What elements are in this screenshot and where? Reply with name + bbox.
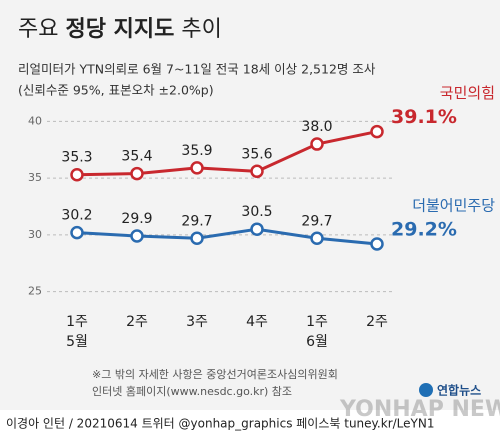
x-tick-label: 3주 <box>186 314 208 330</box>
credit-band <box>0 410 500 436</box>
point <box>130 166 144 181</box>
point <box>370 124 384 139</box>
y-tick-label: 25 <box>28 285 42 298</box>
point <box>70 225 84 240</box>
title-part: 정당 지지도 <box>65 17 174 42</box>
point <box>310 137 324 151</box>
value-label: 38.0 <box>301 119 332 135</box>
watermark: YONHAP NEWS <box>339 397 500 422</box>
subtitle: (신뢰수준 95%, 표본오차 ±2.0%p) <box>18 83 214 98</box>
series-line <box>76 227 378 246</box>
chart-title: 주요 정당 지지도 추이 <box>18 17 222 42</box>
value-label: 30.5 <box>241 204 272 220</box>
value-label: 35.4 <box>121 149 152 165</box>
point <box>70 167 84 182</box>
subtitle: 리얼미터가 YTN의뢰로 6월 7~11일 전국 18세 이상 2,512명 조… <box>18 62 376 77</box>
x-tick-label: 2주 <box>126 314 148 330</box>
value-label: 35.9 <box>181 143 212 159</box>
x-tick-label: 1주 <box>306 314 328 330</box>
series-line <box>76 130 378 177</box>
footnote: 인터넷 홈페이지(www.nesdc.go.kr) 참조 <box>92 384 292 398</box>
value-label: 30.2 <box>61 208 92 224</box>
y-tick-label: 30 <box>28 228 42 241</box>
x-tick-label: 4주 <box>246 314 268 330</box>
x-tick-label: 1주 <box>66 314 88 330</box>
logo: 연합뉴스 <box>437 383 481 398</box>
credit: 이경아 인턴 / 20210614 트위터 @yonhap_graphics 페… <box>6 417 434 431</box>
footnote: ※그 밖의 자세한 사항은 중앙선거여론조사심의위원회 <box>92 368 338 381</box>
point <box>250 164 264 179</box>
x-tick-label: 2주 <box>366 314 388 330</box>
point <box>250 222 264 236</box>
title-part: 추이 <box>181 17 221 42</box>
value-label: 29.7 <box>181 213 212 229</box>
month-label: 5월 <box>66 334 88 350</box>
legend-label: 국민의힘 <box>440 84 495 102</box>
value-label: 29.7 <box>301 213 332 229</box>
month-label: 6월 <box>306 334 328 350</box>
point <box>310 231 324 246</box>
logo-icon <box>419 383 433 397</box>
value-label: 39.1% <box>391 106 457 128</box>
value-label: 29.2% <box>391 218 457 240</box>
point <box>190 231 204 246</box>
value-label: 29.9 <box>121 211 152 227</box>
y-tick-label: 35 <box>28 171 42 184</box>
title-part: 주요 <box>18 17 58 42</box>
legend-label: 더불어민주당 <box>412 196 495 214</box>
point <box>130 229 144 243</box>
point <box>190 161 204 175</box>
value-label: 35.3 <box>61 150 92 166</box>
point <box>370 237 384 251</box>
background <box>0 0 500 410</box>
y-tick-label: 40 <box>28 114 42 127</box>
value-label: 35.6 <box>241 146 272 162</box>
